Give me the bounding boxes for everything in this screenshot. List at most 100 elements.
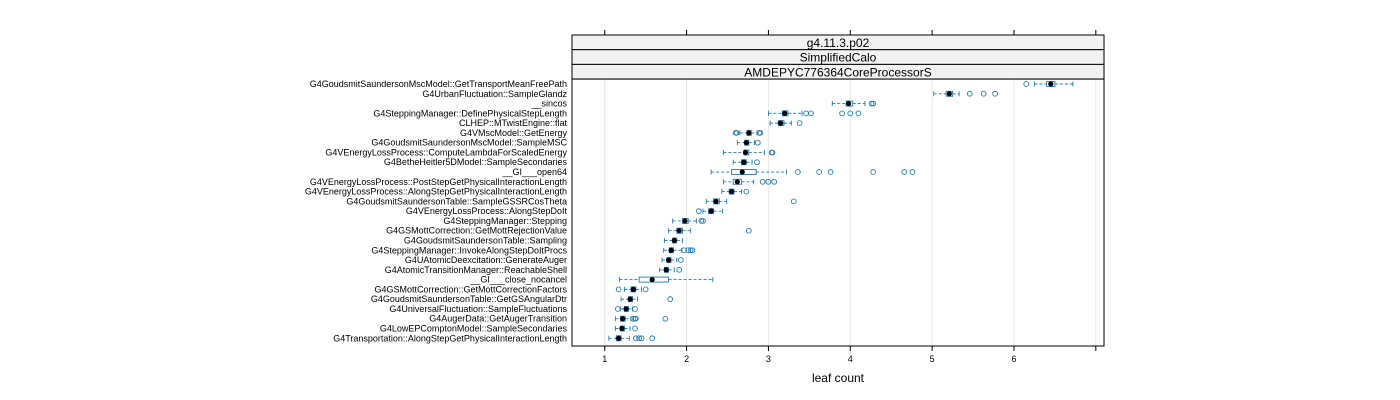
box-group [614, 315, 669, 322]
median-dot [729, 188, 735, 195]
box-group [705, 198, 797, 205]
panel-frame [571, 78, 1105, 347]
outlier-point [630, 315, 637, 322]
box-group [831, 100, 877, 107]
box-group [615, 286, 649, 293]
category-label: G4VMscModel::GetEnergy [460, 128, 568, 138]
outlier-point [795, 169, 801, 175]
category-label: G4SteppingManager::InvokeAlongStepDoItPr… [371, 245, 567, 255]
outlier-point [769, 149, 776, 156]
category-label: G4Transportation::AlongStepGetPhysicalIn… [333, 333, 567, 343]
category-label: G4GoudsmitSaundersonTable::SampleGSSRCos… [346, 196, 567, 206]
outlier-point [816, 169, 823, 175]
median-dot [663, 267, 669, 273]
outlier-point [689, 247, 696, 254]
box-group [732, 129, 764, 136]
outlier-point [966, 90, 973, 97]
category-label: CLHEP::MTwistEngine::flat [459, 118, 568, 128]
outlier-point [685, 247, 692, 254]
median-dot [743, 140, 749, 146]
category-label: G4VEnergyLossProcess::AlongStepGetPhysic… [305, 187, 567, 197]
x-axis-ticks: 1 2 3 4 5 6 [602, 346, 1097, 364]
box-group [696, 208, 724, 215]
category-label: __GI___open64 [501, 167, 567, 177]
category-label: G4GoudsmitSaundersonMscModel::SampleMSC [371, 138, 567, 148]
outlier-point [870, 100, 877, 107]
outlier-point [632, 335, 639, 342]
x-tick-label: 4 [848, 354, 853, 364]
box-group [619, 276, 714, 283]
outlier-point [803, 110, 809, 117]
median-dot [619, 325, 625, 332]
median-dot [671, 237, 677, 244]
box-group [664, 237, 683, 244]
median-dot [623, 306, 629, 312]
box [731, 169, 757, 175]
panel-strips: g4.11.3.p02SimplifiedCaloAMDEPYC776364Co… [571, 34, 1105, 80]
median-dot [778, 120, 784, 126]
outlier-point [700, 218, 706, 224]
outlier-point [839, 110, 845, 117]
category-label: G4GoudsmitSaundersonTable::GetGSAngularD… [371, 294, 567, 304]
outlier-point [757, 130, 764, 136]
median-dot [649, 277, 655, 283]
outlier-point [754, 159, 760, 166]
category-label: G4GoudsmitSaundersonMscModel::GetTranspo… [310, 79, 567, 89]
box-group [661, 257, 684, 263]
box-group [710, 169, 916, 175]
median-dot [746, 130, 752, 136]
outlier-point [790, 198, 797, 205]
box-group [769, 120, 803, 127]
x-tick-label: 3 [766, 354, 771, 364]
median-dot [682, 218, 688, 224]
category-label: G4GoudsmitSaundersonTable::Sampling [404, 235, 567, 245]
category-label: G4GSMottCorrection::GetMottCorrectionFac… [374, 284, 567, 294]
category-label: G4AugerData::GetAugerTransition [429, 314, 567, 324]
median-dot [782, 110, 788, 116]
panel-strip-label: SimplifiedCalo [800, 51, 877, 65]
box-group [736, 139, 761, 146]
box-group [933, 90, 998, 97]
category-label: G4LowEPComptonModel::SampleSecondaries [380, 324, 568, 334]
outlier-point [733, 130, 740, 136]
x-tick-label: 1 [602, 354, 607, 364]
median-dot [627, 296, 633, 302]
outlier-point [662, 315, 669, 322]
panel-strip-label: AMDEPYC776364CoreProcessorS [744, 65, 931, 79]
box-group [722, 149, 776, 156]
outlier-point [678, 257, 684, 263]
median-dot [713, 198, 719, 204]
median-dot [665, 257, 672, 263]
median-dot [734, 179, 740, 185]
outlier-point [696, 208, 702, 214]
category-label: G4BetheHeitler5DModel::SampleSecondaries [384, 157, 568, 167]
median-dot [739, 169, 745, 175]
box-group [672, 217, 706, 224]
x-tick-label: 5 [930, 354, 935, 364]
outlier-point [632, 315, 639, 322]
median-dot [741, 159, 747, 165]
box-group [659, 266, 683, 273]
outlier-point [614, 306, 621, 312]
outlier-point [980, 90, 987, 97]
outlier-point [796, 120, 803, 126]
outlier-point [632, 325, 638, 332]
outlier-point [992, 90, 998, 97]
box-group [732, 159, 760, 166]
outlier-point [868, 100, 875, 107]
category-label: G4AtomicTransitionManager::ReachableShel… [385, 265, 567, 275]
outlier-point [649, 335, 656, 342]
median-dot [630, 286, 636, 292]
outlier-point [636, 335, 642, 342]
box-group [722, 178, 778, 185]
box [638, 276, 670, 283]
category-label: __sincos [530, 99, 567, 109]
x-tick-label: 6 [1011, 354, 1016, 364]
median-dot [742, 149, 749, 156]
category-label: G4UAtomicDeexcitation::GenerateAuger [405, 255, 567, 265]
category-label: G4UniversalFluctuation::SampleFluctuatio… [389, 304, 567, 314]
x-tick-label: 2 [684, 354, 689, 364]
outlier-point [827, 169, 834, 175]
median-dot [946, 91, 952, 97]
